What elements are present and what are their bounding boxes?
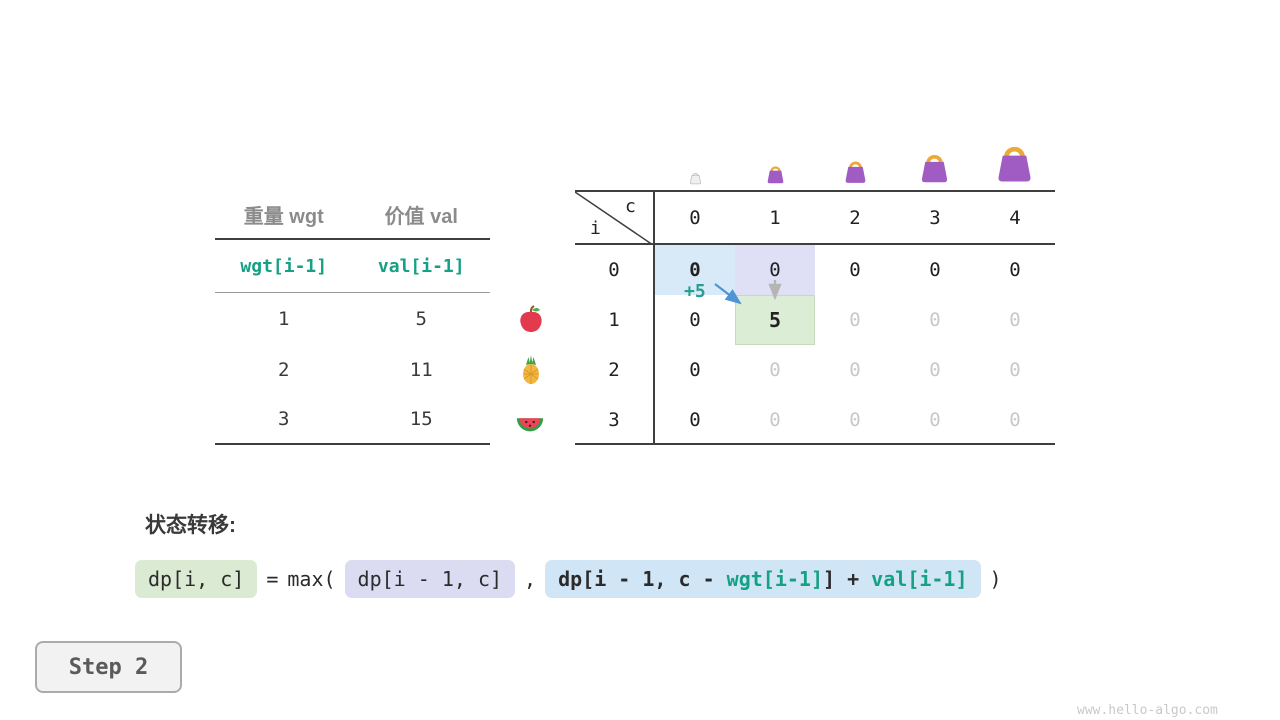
- max-open: max(: [287, 567, 336, 591]
- value-column-header: 价值 val: [384, 205, 458, 228]
- row-header-2: 2: [575, 345, 655, 395]
- take-term-mid: ] +: [823, 567, 872, 591]
- item-row-2: 2 11: [215, 344, 490, 395]
- take-term-prefix: dp[i - 1, c -: [558, 567, 727, 591]
- diagonal-divider: [575, 192, 653, 245]
- dp-row-3: 3 0 0 0 0 0: [575, 395, 1055, 445]
- close-paren: ): [989, 567, 1002, 591]
- add-value-annotation: +5: [684, 281, 706, 302]
- row-header-3: 3: [575, 395, 655, 443]
- step-indicator: Step 2: [35, 641, 182, 693]
- col-header-2: 2: [849, 207, 861, 229]
- weight-column-header: 重量 wgt: [243, 205, 324, 228]
- take-item-term: dp[i - 1, c - wgt[i-1]] + val[i-1]: [545, 560, 981, 598]
- state-transition-label: 状态转移:: [145, 514, 236, 537]
- state-transition-formula: dp[i, c] = max( dp[i - 1, c] , dp[i - 1,…: [135, 560, 1002, 598]
- dp-cell: 0: [769, 359, 781, 381]
- dp-cell: 0: [689, 409, 701, 431]
- dp-row-1: 1 0 5 0 0 0: [575, 295, 1055, 345]
- dp-cell-current: 5: [735, 295, 815, 345]
- items-table-header: 重量 wgt 价值 val: [215, 190, 490, 240]
- dp-cell: 0: [929, 309, 941, 331]
- bag-capacity-0-icon: [688, 170, 703, 185]
- wgt-variable-label: wgt[i-1]: [240, 255, 328, 277]
- dp-table-header: c i 0 1 2 3 4: [575, 190, 1055, 245]
- item-axis-label: i: [590, 218, 601, 239]
- watermelon-icon: [515, 406, 545, 436]
- wgt-ref: wgt[i-1]: [726, 567, 823, 591]
- skip-item-term: dp[i - 1, c]: [344, 560, 516, 598]
- item-1-value: 5: [415, 307, 427, 330]
- dp-cell: 0: [929, 409, 941, 431]
- item-2-value: 11: [409, 358, 433, 381]
- variable-row: wgt[i-1] val[i-1]: [215, 240, 490, 293]
- item-2-weight: 2: [278, 358, 290, 381]
- col-header-1: 1: [769, 207, 781, 229]
- dp-cell-source-skip: 0: [735, 245, 815, 295]
- dp-cell: 0: [689, 309, 701, 331]
- dp-cell: 0: [1009, 309, 1021, 331]
- dp-cell: 0: [1009, 409, 1021, 431]
- val-variable-label: val[i-1]: [377, 255, 465, 277]
- col-header-4: 4: [1009, 207, 1021, 229]
- item-row-3: 3 15: [215, 395, 490, 445]
- capacity-axis-label: c: [625, 196, 636, 217]
- dp-cell: 0: [849, 309, 861, 331]
- val-ref: val[i-1]: [871, 567, 968, 591]
- pineapple-icon: [516, 355, 546, 385]
- dp-cell: 0: [849, 259, 861, 281]
- col-header-0: 0: [689, 207, 701, 229]
- comma: ,: [524, 567, 537, 591]
- dp-cell: 0: [689, 359, 701, 381]
- bag-capacity-3-icon: [916, 148, 953, 185]
- dp-cell: 0: [1009, 259, 1021, 281]
- item-3-weight: 3: [278, 408, 290, 430]
- item-1-weight: 1: [278, 307, 290, 330]
- bag-capacity-2-icon: [841, 156, 870, 185]
- dp-cell: 0: [929, 259, 941, 281]
- dp-table: c i 0 1 2 3 4 0 0 0 0 0 0 1 0 5 0 0 0 2: [575, 190, 1055, 445]
- col-header-3: 3: [929, 207, 941, 229]
- row-header-1: 1: [575, 295, 655, 345]
- dp-cell: 0: [1009, 359, 1021, 381]
- item-3-value: 15: [409, 408, 433, 430]
- dp-current-term: dp[i, c]: [135, 560, 258, 598]
- item-row-1: 1 5: [215, 293, 490, 344]
- dp-cell: 0: [769, 409, 781, 431]
- bag-capacity-1-icon: [764, 162, 787, 185]
- dp-cell: 0: [849, 359, 861, 381]
- bag-capacity-4-icon: [991, 138, 1038, 185]
- equals-sign: =: [266, 567, 279, 591]
- dp-row-2: 2 0 0 0 0 0: [575, 345, 1055, 395]
- items-table: 重量 wgt 价值 val wgt[i-1] val[i-1] 1 5 2 11…: [215, 190, 490, 445]
- dp-corner-cell: c i: [575, 192, 655, 245]
- dp-cell: 0: [849, 409, 861, 431]
- site-watermark: www.hello-algo.com: [1077, 703, 1218, 718]
- dp-cell: 0: [929, 359, 941, 381]
- dp-row-0: 0 0 0 0 0 0: [575, 245, 1055, 295]
- apple-icon: [516, 304, 546, 334]
- row-header-0: 0: [575, 245, 655, 295]
